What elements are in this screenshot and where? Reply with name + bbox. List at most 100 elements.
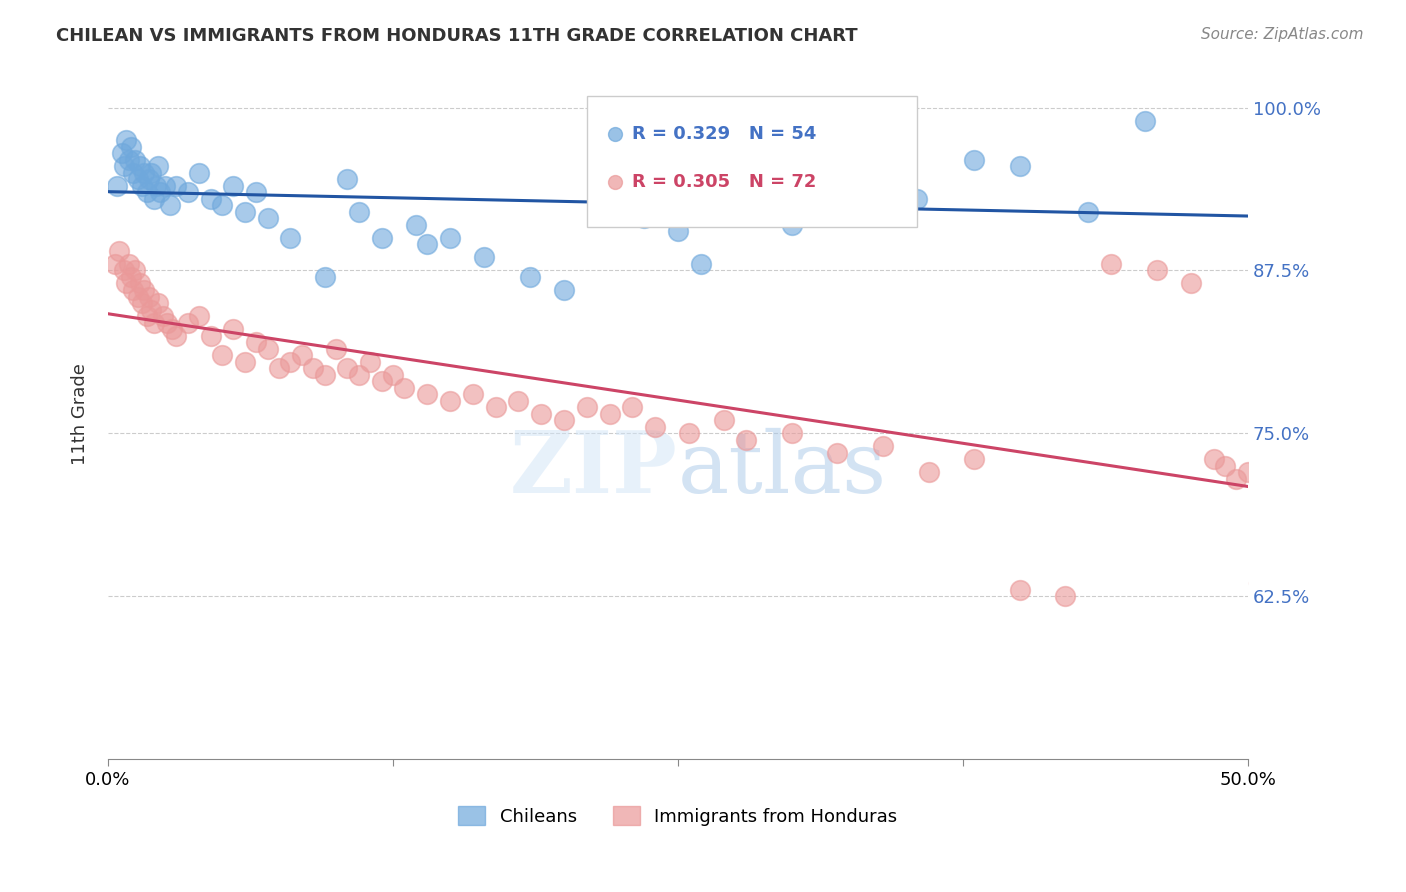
Point [918, 466, 941, 480]
Point [134, 283, 156, 297]
Point [689, 257, 711, 271]
Point [146, 159, 169, 173]
Point [122, 283, 145, 297]
Point [735, 433, 758, 447]
Point [177, 316, 200, 330]
Point [177, 186, 200, 200]
Point [138, 172, 160, 186]
Point [314, 270, 336, 285]
Point [336, 361, 359, 376]
Point [146, 296, 169, 310]
Point [461, 387, 484, 401]
Point [112, 263, 135, 277]
Text: Source: ZipAtlas.com: Source: ZipAtlas.com [1201, 27, 1364, 42]
Point [165, 328, 187, 343]
Point [1225, 472, 1247, 486]
Point [188, 309, 211, 323]
Point [713, 413, 735, 427]
FancyBboxPatch shape [586, 96, 917, 227]
Point [872, 439, 894, 453]
Point [1213, 458, 1236, 473]
Point [347, 204, 370, 219]
Point [127, 172, 149, 186]
Point [115, 133, 138, 147]
Point [621, 401, 644, 415]
Point [111, 146, 134, 161]
Point [117, 153, 139, 167]
Point [439, 231, 461, 245]
Point [1135, 113, 1157, 128]
Point [1054, 589, 1077, 603]
Point [1077, 204, 1099, 219]
Point [827, 446, 849, 460]
Point [200, 192, 222, 206]
Point [394, 381, 416, 395]
Point [245, 335, 267, 350]
Point [135, 186, 157, 200]
Point [211, 348, 233, 362]
Point [325, 342, 347, 356]
Point [1180, 277, 1202, 291]
Text: R = 0.305   N = 72: R = 0.305 N = 72 [633, 173, 817, 192]
Point [222, 322, 245, 336]
Point [233, 354, 256, 368]
Point [416, 237, 439, 252]
Point [1237, 466, 1260, 480]
Point [416, 387, 439, 401]
Point [724, 204, 747, 219]
Point [124, 263, 146, 277]
Point [117, 257, 139, 271]
Point [678, 426, 700, 441]
Point [381, 368, 404, 382]
Point [149, 186, 172, 200]
Point [122, 166, 145, 180]
Text: R = 0.329   N = 54: R = 0.329 N = 54 [633, 125, 817, 143]
Point [120, 270, 142, 285]
Point [439, 393, 461, 408]
Point [120, 139, 142, 153]
Point [141, 302, 163, 317]
Point [599, 198, 621, 212]
Point [245, 186, 267, 200]
Point [336, 172, 359, 186]
Point [291, 348, 314, 362]
Point [131, 296, 153, 310]
Point [519, 270, 541, 285]
Text: ZIP: ZIP [510, 427, 678, 511]
Point [153, 178, 176, 193]
Text: atlas: atlas [678, 427, 887, 510]
Point [508, 393, 530, 408]
Point [141, 166, 163, 180]
Point [302, 361, 325, 376]
Point [152, 309, 174, 323]
Point [160, 322, 183, 336]
Point [129, 277, 152, 291]
Point [1249, 576, 1271, 591]
Point [105, 178, 128, 193]
Point [666, 224, 689, 238]
Point [644, 419, 666, 434]
Point [280, 354, 302, 368]
Point [370, 374, 392, 388]
Y-axis label: 11th Grade: 11th Grade [72, 363, 89, 465]
Point [758, 159, 780, 173]
Point [280, 231, 302, 245]
Point [256, 342, 278, 356]
Point [142, 192, 165, 206]
Point [599, 407, 621, 421]
Point [112, 159, 135, 173]
Point [256, 211, 278, 226]
Point [1008, 582, 1031, 597]
Point [347, 368, 370, 382]
Point [115, 277, 138, 291]
Point [1099, 257, 1122, 271]
Point [780, 218, 803, 232]
Point [553, 283, 575, 297]
Point [1202, 452, 1225, 467]
Point [127, 289, 149, 303]
Point [267, 361, 290, 376]
Point [484, 401, 506, 415]
Point [314, 368, 336, 382]
Point [633, 211, 655, 226]
Point [188, 166, 211, 180]
